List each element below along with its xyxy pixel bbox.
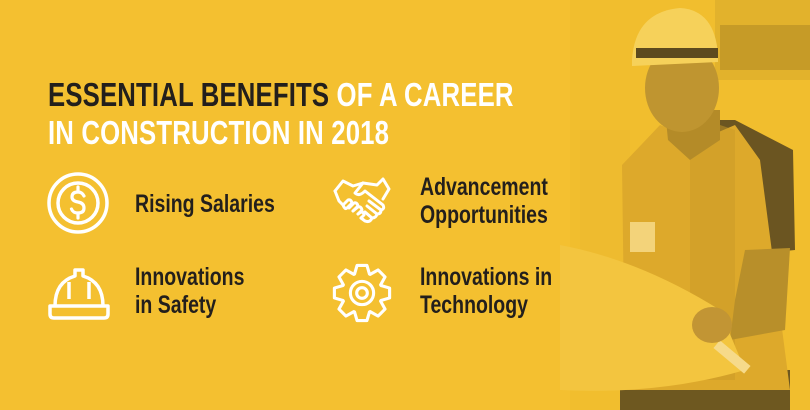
headline-rest: OF A CAREER [329, 76, 514, 113]
benefit-technology-line-1: Innovations in [420, 263, 553, 291]
benefit-advancement-line-2: Opportunities [420, 201, 548, 229]
headline-line-1: ESSENTIAL BENEFITS OF A CAREER [48, 76, 514, 114]
dollar-coin-icon [47, 172, 109, 234]
benefit-advancement-line-1: Advancement [420, 173, 548, 201]
hard-hat-icon [48, 268, 110, 320]
headline-emphasis: ESSENTIAL BENEFITS [48, 76, 330, 113]
handshake-icon [333, 177, 391, 224]
headline-line-2: IN CONSTRUCTION IN 2018 [48, 114, 390, 151]
benefit-safety-line-2: in Safety [135, 291, 217, 319]
benefit-technology-line-2: Technology [420, 291, 528, 319]
gear-icon [332, 263, 392, 323]
benefit-safety-line-1: Innovations [135, 263, 245, 291]
benefit-rising-salaries: Rising Salaries [135, 190, 275, 218]
